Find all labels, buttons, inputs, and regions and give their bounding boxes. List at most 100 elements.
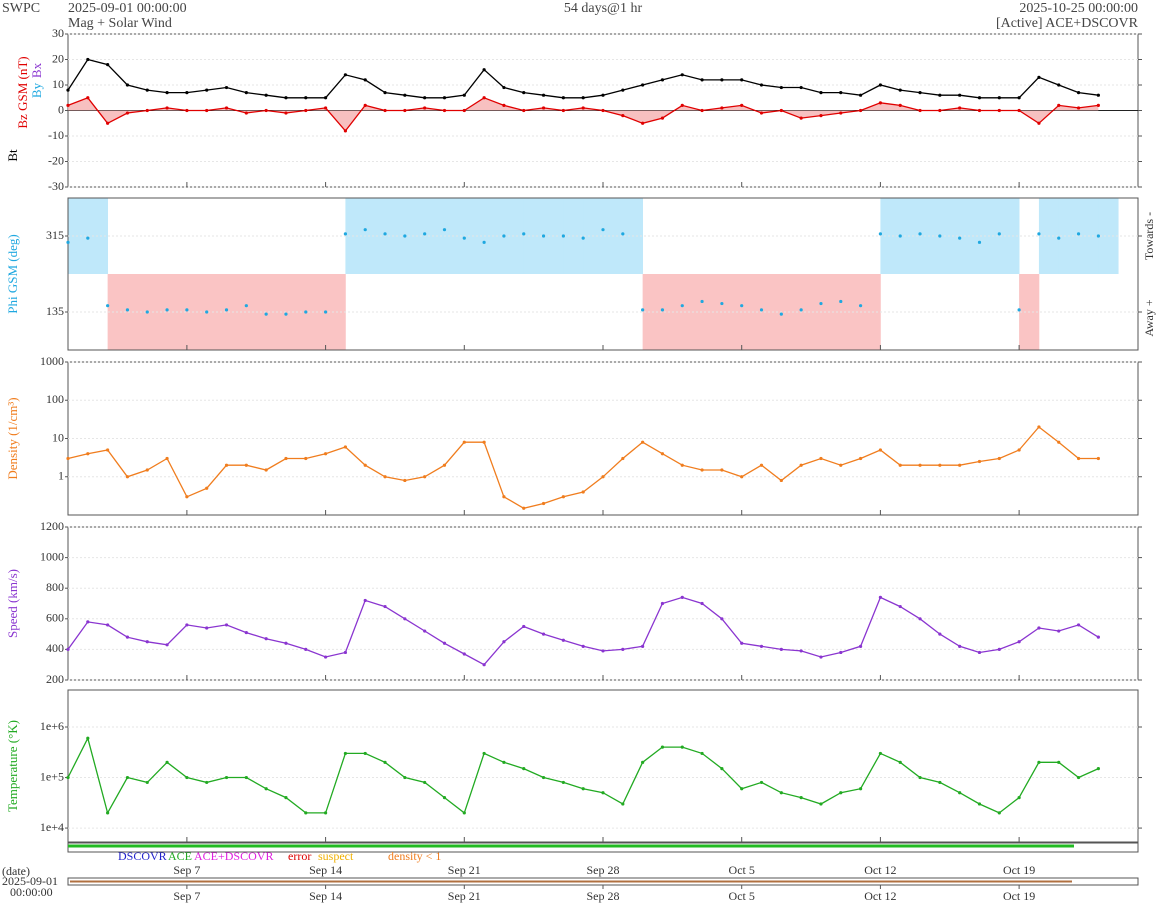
- series-point: [1037, 75, 1041, 79]
- end-time: 2025-10-25 00:00:00: [1019, 1, 1138, 16]
- series-area: [68, 97, 1099, 131]
- series-point: [839, 91, 843, 95]
- series-point: [779, 791, 783, 795]
- series-point: [878, 232, 883, 236]
- series-point: [403, 617, 407, 621]
- series-point: [403, 478, 407, 483]
- series-point: [304, 96, 308, 100]
- series-point: [641, 644, 645, 648]
- y-tick-label: -10: [48, 128, 64, 142]
- series-point: [621, 802, 625, 806]
- series-point: [858, 644, 863, 648]
- series-point: [522, 506, 526, 510]
- series-point: [938, 632, 942, 636]
- series-point: [343, 73, 348, 77]
- y-tick-label: 1000: [40, 549, 64, 563]
- series-point: [977, 802, 982, 806]
- footer-time: 00:00:00: [10, 885, 53, 899]
- series-point: [839, 111, 843, 115]
- series-point: [1096, 234, 1100, 238]
- phi-shade: [741, 274, 762, 350]
- series-point: [403, 234, 407, 238]
- phi-shade: [820, 274, 842, 350]
- series-point: [1057, 629, 1061, 633]
- series-point: [502, 85, 506, 90]
- series-point: [125, 635, 130, 639]
- series-point: [541, 501, 546, 506]
- series-point: [581, 236, 585, 240]
- series-point: [1096, 103, 1100, 107]
- series-point: [304, 811, 308, 815]
- y-tick-label: 100: [46, 392, 64, 406]
- y-tick-label: 0: [58, 102, 64, 116]
- series-point: [958, 791, 962, 795]
- series-point: [1096, 93, 1100, 97]
- phi-shade: [345, 198, 366, 274]
- series-point: [898, 103, 902, 107]
- series-point: [581, 787, 585, 791]
- series-point: [938, 234, 942, 238]
- series-point: [700, 468, 704, 472]
- series-point: [185, 623, 189, 627]
- series-point: [680, 73, 684, 77]
- series-point: [997, 811, 1001, 815]
- series-point: [581, 96, 585, 100]
- series-point: [938, 93, 942, 97]
- y-axis-title: Bt: [5, 149, 20, 162]
- status-legend: ACE+DSCOVR: [194, 849, 273, 863]
- series-point: [997, 456, 1001, 461]
- y-axis-title: Temperature (°K): [5, 720, 20, 812]
- series-point: [1076, 91, 1081, 95]
- series-point: [779, 478, 783, 483]
- y-axis-title: Bz GSM (nT): [15, 56, 30, 128]
- series-point: [878, 751, 883, 756]
- series-point: [759, 83, 764, 87]
- series-point: [839, 791, 843, 795]
- series-line: [67, 426, 1099, 509]
- series-point: [1037, 425, 1041, 429]
- series-point: [323, 310, 328, 314]
- series-point: [858, 108, 863, 113]
- series-point: [403, 93, 407, 97]
- series-point: [740, 475, 744, 479]
- series-point: [244, 91, 248, 95]
- series-point: [284, 456, 288, 461]
- series-point: [145, 310, 149, 314]
- org: SWPC: [2, 1, 40, 16]
- series-point: [343, 751, 348, 756]
- series-point: [898, 760, 902, 764]
- series-point: [502, 234, 506, 238]
- panel-frame: [67, 526, 1139, 681]
- y-axis-title: Density (1/cm³): [5, 397, 20, 479]
- series-point: [799, 463, 803, 467]
- series-point: [244, 304, 248, 308]
- series-point: [106, 623, 110, 627]
- series-point: [958, 93, 962, 97]
- series-point: [581, 644, 585, 648]
- series-point: [304, 456, 308, 461]
- series-point: [977, 459, 982, 464]
- series-point: [145, 468, 149, 472]
- x-tick-label: Oct 19: [1003, 863, 1035, 877]
- series-point: [621, 88, 625, 92]
- series-point: [482, 96, 486, 100]
- y-tick-label: 135: [46, 304, 64, 318]
- series-point: [839, 299, 843, 304]
- series-point: [601, 108, 605, 113]
- series-point: [502, 760, 506, 764]
- series-point: [581, 106, 585, 110]
- series-point: [660, 601, 665, 606]
- series-point: [323, 106, 328, 110]
- series-point: [720, 767, 724, 771]
- series-point: [363, 228, 367, 232]
- series-point: [185, 775, 189, 780]
- series-point: [502, 640, 506, 644]
- series-point: [284, 312, 288, 316]
- series-point: [918, 91, 922, 95]
- series-point: [1057, 103, 1061, 107]
- phi-shade: [365, 198, 386, 274]
- series-point: [779, 108, 783, 113]
- source: [Active] ACE+DSCOVR: [996, 16, 1139, 31]
- series-point: [1017, 796, 1021, 800]
- y-axis-title: By: [29, 82, 44, 98]
